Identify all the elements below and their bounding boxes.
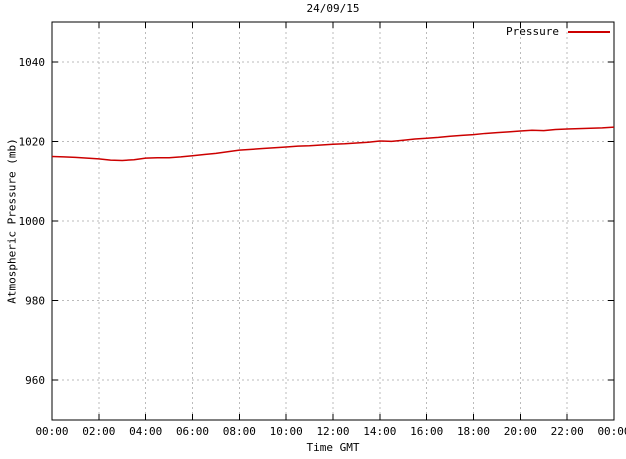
x-tick-label: 22:00 xyxy=(551,425,584,438)
x-tick-label: 02:00 xyxy=(82,425,115,438)
pressure-line xyxy=(51,126,615,162)
y-tick-label: 1000 xyxy=(19,215,46,228)
x-tick-label: 06:00 xyxy=(176,425,209,438)
x-tick-label: 00:00 xyxy=(597,425,626,438)
x-tick-label: 12:00 xyxy=(316,425,349,438)
x-tick-label: 00:00 xyxy=(35,425,68,438)
y-axis-label: Atmospheric Pressure (mb) xyxy=(5,138,19,304)
x-tick-label: 04:00 xyxy=(129,425,162,438)
x-tick-label: 16:00 xyxy=(410,425,443,438)
y-tick-label: 1020 xyxy=(19,135,46,148)
legend-line-sample xyxy=(568,30,610,33)
x-tick-label: 14:00 xyxy=(363,425,396,438)
x-tick-label: 08:00 xyxy=(223,425,256,438)
y-tick-label: 1040 xyxy=(19,56,46,69)
x-tick-label: 10:00 xyxy=(270,425,303,438)
chart-title: 24/09/15 xyxy=(306,2,360,15)
x-axis-label: Time GMT xyxy=(306,441,360,454)
x-tick-label: 20:00 xyxy=(504,425,537,438)
legend-label: Pressure xyxy=(506,25,559,38)
plot-border xyxy=(51,21,615,421)
y-tick-label: 960 xyxy=(25,374,45,387)
x-tick-label: 18:00 xyxy=(457,425,490,438)
y-tick-label: 980 xyxy=(25,295,45,308)
legend: Pressure xyxy=(506,25,610,38)
